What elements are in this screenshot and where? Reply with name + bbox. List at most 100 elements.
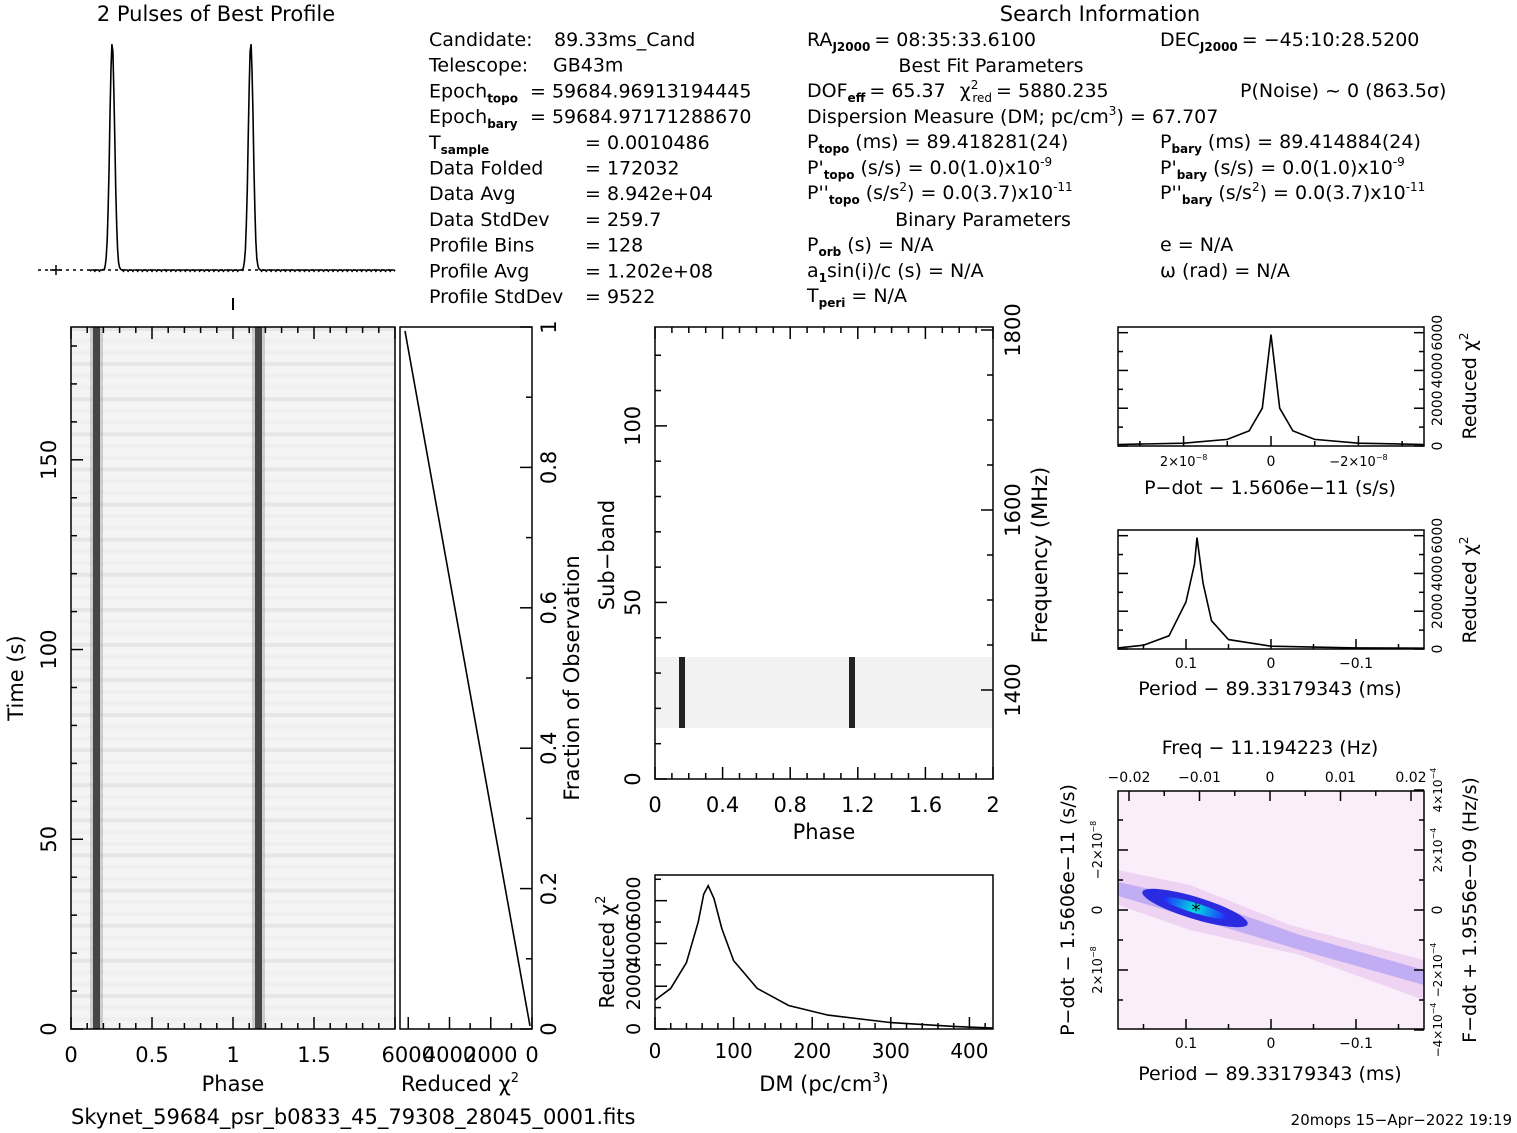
subband-signal-region <box>656 657 992 728</box>
freq-ytick-label: 1800 <box>1001 303 1025 356</box>
time-row <box>72 818 394 823</box>
pp-toptick-label: 0.01 <box>1325 770 1356 786</box>
sub-xtick-label: 2 <box>986 793 999 817</box>
time-row <box>72 958 394 963</box>
time-row <box>72 631 394 636</box>
dm-xtick-label: 300 <box>872 1039 910 1063</box>
time-row <box>72 444 394 448</box>
per-ytick-label: 0 <box>1430 645 1446 654</box>
ppdot-ylabel: P−dot − 1.5606e−11 (s/s) <box>1057 784 1079 1036</box>
redchi-xtick-label: 4000 <box>423 1043 476 1067</box>
dm-ytick-label: 2000 <box>623 962 645 1010</box>
info-left-value: = 59684.97171288670 <box>530 106 751 128</box>
frac-ytick-label: 0.4 <box>537 731 561 764</box>
time-row <box>72 514 394 519</box>
time-row <box>72 947 394 952</box>
sub-ytick-label: 50 <box>621 589 645 616</box>
sub-xtick-label: 0 <box>648 793 661 817</box>
dm-xtick-label: 100 <box>715 1039 753 1063</box>
time-row <box>72 876 394 881</box>
pp-toptick-label: −0.01 <box>1178 770 1221 786</box>
footer-filename: Skynet_59684_psr_b0833_45_79308_28045_00… <box>71 1105 635 1130</box>
time-row <box>72 993 394 998</box>
ppdot-panel: * 0.1 0 −0.1 −0.02 −0.01 0 0.01 0.02 −2×10−8 0 2×1… <box>1057 737 1481 1085</box>
info-left-column: Candidate: 89.33ms_Cand Telescope: GB43m Epo… <box>428 29 751 308</box>
time-row <box>72 525 394 530</box>
period-curve <box>1117 537 1425 649</box>
dm-xtick-label: 0 <box>649 1039 662 1063</box>
pp-xtick-label: 0 <box>1267 1036 1276 1052</box>
time-ytick-label: 50 <box>37 826 61 853</box>
time-row <box>72 1005 394 1010</box>
freq-ytick-label: 1600 <box>1001 483 1025 536</box>
frac-ytick-label: 0 <box>537 1022 561 1035</box>
info-left-row: Epochbary <box>429 106 518 131</box>
svg-text:RAJ2000= 08:35:33.6100: RAJ2000 = 08:35:33.6100 <box>807 29 1036 54</box>
per-ytick-label: 6000 <box>1430 518 1446 554</box>
info-left-value: = 59684.96913194445 <box>530 80 751 102</box>
time-xlabel: Phase <box>202 1072 265 1096</box>
time-row <box>72 572 394 577</box>
pp-xtick-label: −0.1 <box>1339 1036 1373 1052</box>
period-xlabel: Period − 89.33179343 (ms) <box>1138 678 1401 700</box>
subband-pulse-2 <box>849 657 855 728</box>
dm-curve <box>654 883 994 1029</box>
info-left-value: = 1.202e+08 <box>585 260 713 282</box>
time-row <box>72 900 394 905</box>
pp-ytick-label: −2×10−8 <box>1089 821 1106 879</box>
time-row <box>72 865 394 870</box>
info-left-value: = 172032 <box>585 158 680 180</box>
sub-ytick-label: 0 <box>621 772 645 785</box>
time-row <box>72 619 394 624</box>
time-row <box>72 420 394 425</box>
time-row <box>72 982 394 987</box>
svg-text:Dispersion Measure (DM; pc/cm3: Dispersion Measure (DM; pc/cm3) = 67.707 <box>807 104 1218 128</box>
time-row <box>72 642 394 647</box>
pp-toptick-label: 0 <box>1266 770 1275 786</box>
period-ylabel: Reduced χ2 <box>1457 537 1481 644</box>
per-xtick-label: 0.1 <box>1175 656 1197 672</box>
svg-text:P'bary(s/s) = 0.0(1.0)x10-9: P'bary (s/s) = 0.0(1.0)x10-9 <box>1160 155 1405 182</box>
time-ytick-label: 0 <box>37 1022 61 1035</box>
search-title: Search Information <box>1000 2 1200 26</box>
svg-text:P(Noise) ~ 0 (863.5σ): P(Noise) ~ 0 (863.5σ) <box>1240 80 1446 102</box>
time-row <box>72 759 394 764</box>
redchi-xlabel: Reduced χ2 <box>401 1071 519 1096</box>
time-row <box>72 549 394 554</box>
pp-ytick-label: 2×10−8 <box>1089 946 1106 994</box>
time-row <box>72 678 394 682</box>
info-left-value: = 128 <box>585 235 643 257</box>
search-info: Search Information Best Fit Parameters B… <box>428 2 1446 310</box>
profile-panel <box>38 44 396 310</box>
footer-stamp: 20mops 15−Apr−2022 19:19 <box>1291 1111 1512 1129</box>
pp-ytick-right-label: 2×10−4 <box>1429 828 1445 873</box>
info-middle-column: RAJ2000 = 08:35:33.6100 DOFeff = 65.37 χ2 re… <box>806 29 1218 310</box>
time-row <box>72 806 394 811</box>
time-row <box>72 373 394 378</box>
svg-text:Tperi= N/A: Tperi = N/A <box>806 285 907 310</box>
pp-ytick-right-label: 0 <box>1430 906 1446 915</box>
time-row <box>72 537 394 542</box>
time-row <box>72 841 394 846</box>
info-left-value: = 9522 <box>585 286 655 308</box>
time-xtick-label: 0.5 <box>135 1043 168 1067</box>
time-xtick-label: 0 <box>64 1043 77 1067</box>
pdot-frame <box>1117 326 1425 447</box>
profile-title: 2 Pulses of Best Profile <box>97 2 335 26</box>
sub-ylabel: Sub−band <box>595 500 619 610</box>
info-left-row: Data Folded <box>429 158 543 180</box>
binary-title: Binary Parameters <box>895 209 1071 231</box>
pdot-xtick-label: 2×10−8 <box>1160 453 1208 470</box>
dm-ytick-label: 6000 <box>623 876 645 924</box>
ppdot-best-marker: * <box>1192 900 1201 921</box>
per-ytick-label: 4000 <box>1430 556 1446 592</box>
frac-ytick-label: 1 <box>537 320 561 333</box>
svg-text:DECJ2000= −45:10:28.5200: DECJ2000 = −45:10:28.5200 <box>1160 29 1419 54</box>
